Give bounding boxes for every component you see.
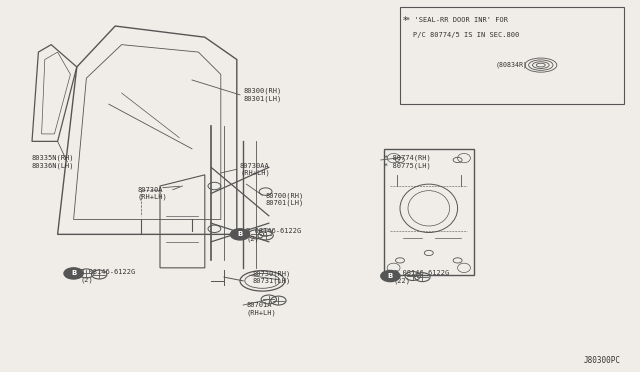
Text: 80700(RH)
80701(LH): 80700(RH) 80701(LH): [266, 192, 304, 206]
Circle shape: [64, 268, 83, 279]
Text: 80730AA
(RH+LH): 80730AA (RH+LH): [240, 163, 269, 176]
Text: *: *: [403, 16, 408, 26]
Text: 80335N(RH)
80336N(LH): 80335N(RH) 80336N(LH): [32, 155, 74, 169]
Text: (80834R): (80834R): [496, 62, 528, 68]
Text: P/C 80774/5 IS IN SEC.800: P/C 80774/5 IS IN SEC.800: [413, 32, 519, 38]
Text: 80730(RH)
80731(LH): 80730(RH) 80731(LH): [253, 270, 291, 284]
Text: * 'SEAL-RR DOOR INR' FOR: * 'SEAL-RR DOOR INR' FOR: [406, 17, 508, 23]
Circle shape: [381, 270, 400, 282]
Text: B 08146-6122G
(2): B 08146-6122G (2): [246, 228, 301, 242]
Text: 80730A
(RH+LH): 80730A (RH+LH): [138, 187, 167, 200]
FancyBboxPatch shape: [400, 7, 624, 104]
Text: B: B: [237, 231, 243, 237]
Text: 80701A
(RH+LH): 80701A (RH+LH): [246, 302, 276, 315]
Text: J80300PC: J80300PC: [584, 356, 621, 365]
Text: B: B: [388, 273, 393, 279]
Circle shape: [230, 229, 250, 240]
Text: B 08146-6122G
(22): B 08146-6122G (22): [394, 270, 449, 284]
Text: 80300(RH)
80301(LH): 80300(RH) 80301(LH): [243, 88, 282, 102]
Text: B: B: [71, 270, 76, 276]
Text: B 08146-6122G
(2): B 08146-6122G (2): [80, 269, 135, 283]
Text: * 80774(RH)
* 80775(LH): * 80774(RH) * 80775(LH): [384, 155, 431, 169]
